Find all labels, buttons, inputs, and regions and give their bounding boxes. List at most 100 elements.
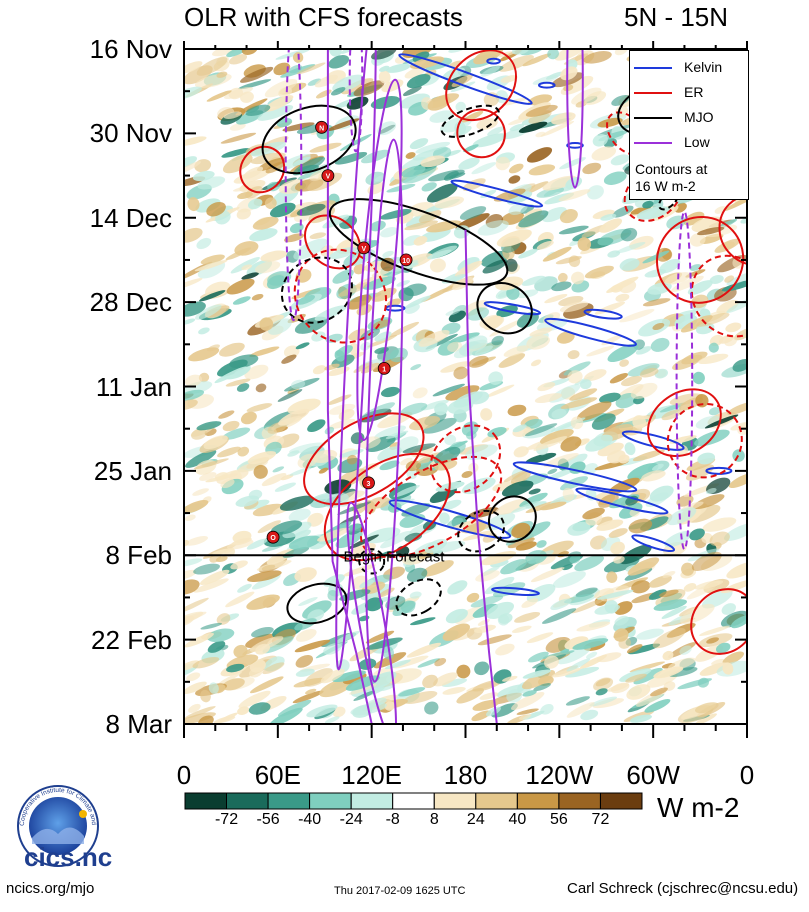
olr-anomaly-blob	[184, 558, 203, 567]
y-tick-label: 28 Dec	[89, 287, 172, 318]
olr-anomaly-blob	[446, 273, 466, 284]
olr-anomaly-blob	[334, 152, 368, 165]
olr-anomaly-blob	[721, 603, 736, 615]
olr-anomaly-blob	[438, 512, 450, 524]
olr-anomaly-blob	[364, 597, 384, 612]
olr-anomaly-blob	[347, 294, 372, 310]
olr-anomaly-blob	[288, 508, 311, 522]
olr-anomaly-blob	[248, 702, 271, 715]
olr-anomaly-blob	[633, 667, 663, 685]
olr-anomaly-blob	[522, 53, 552, 67]
olr-anomaly-blob	[367, 334, 398, 348]
olr-anomaly-blob	[557, 272, 568, 283]
olr-anomaly-blob	[561, 564, 573, 571]
olr-anomaly-blob	[653, 599, 688, 611]
olr-anomaly-blob	[526, 632, 554, 644]
low-track-line	[464, 229, 498, 724]
olr-anomaly-blob	[694, 580, 724, 590]
olr-anomaly-blob	[702, 517, 737, 532]
olr-anomaly-blob	[332, 706, 346, 718]
olr-anomaly-blob	[248, 489, 263, 500]
olr-anomaly-blob	[289, 442, 326, 454]
colorbar-tick-label: 56	[550, 811, 568, 828]
olr-anomaly-blob	[511, 522, 531, 539]
colorbar-swatch	[350, 792, 394, 810]
olr-anomaly-blob	[184, 579, 200, 595]
olr-anomaly-blob	[711, 658, 725, 665]
olr-anomaly-blob	[184, 660, 200, 671]
storm-marker: 3	[362, 476, 375, 490]
olr-anomaly-blob	[445, 309, 461, 316]
olr-anomaly-blob	[726, 561, 747, 579]
legend-label-mjo: MJO	[684, 109, 714, 125]
olr-anomaly-blob	[619, 359, 629, 367]
olr-anomaly-blob	[541, 207, 567, 223]
olr-anomaly-blob	[260, 250, 288, 262]
footer-timestamp: Thu 2017-02-09 1625 UTC	[334, 885, 466, 897]
olr-anomaly-blob	[247, 570, 282, 582]
olr-anomaly-blob	[599, 218, 623, 233]
olr-anomaly-blob	[726, 296, 747, 313]
olr-anomaly-blob	[232, 296, 251, 305]
olr-anomaly-blob	[225, 378, 251, 387]
olr-anomaly-blob	[609, 373, 628, 384]
olr-anomaly-blob	[524, 423, 558, 437]
olr-anomaly-blob	[519, 713, 532, 720]
olr-anomaly-blob	[627, 643, 661, 655]
olr-anomaly-blob	[428, 169, 465, 182]
olr-anomaly-blob	[328, 403, 356, 415]
olr-anomaly-blob	[594, 460, 629, 471]
olr-anomaly-blob	[444, 434, 457, 446]
olr-anomaly-blob	[571, 87, 602, 105]
olr-anomaly-blob	[720, 610, 747, 628]
olr-anomaly-blob	[223, 111, 242, 119]
olr-anomaly-blob	[571, 598, 605, 614]
olr-anomaly-blob	[246, 594, 280, 610]
olr-anomaly-blob	[225, 247, 252, 261]
olr-anomaly-blob	[535, 131, 546, 138]
olr-anomaly-blob	[346, 454, 358, 465]
olr-anomaly-blob	[508, 202, 528, 215]
olr-anomaly-blob	[269, 707, 303, 724]
olr-anomaly-blob	[636, 628, 664, 640]
olr-anomaly-blob	[293, 677, 325, 688]
mjo-contour	[328, 198, 509, 286]
low-track-line	[326, 49, 373, 724]
colorbar-swatch	[309, 792, 352, 810]
legend-swatch-low	[634, 142, 672, 144]
colorbar-swatch	[267, 792, 311, 810]
olr-anomaly-blob	[409, 416, 441, 431]
olr-anomaly-blob	[507, 537, 535, 549]
olr-anomaly-blob	[305, 688, 317, 695]
olr-anomaly-blob	[427, 249, 452, 259]
olr-anomaly-blob	[576, 401, 612, 421]
olr-anomaly-blob	[222, 678, 245, 691]
olr-anomaly-blob	[503, 345, 529, 357]
footer-url[interactable]: ncics.org/mjo	[6, 880, 95, 897]
olr-anomaly-blob	[642, 200, 654, 209]
olr-anomaly-blob	[445, 385, 480, 401]
olr-anomaly-blob	[236, 208, 251, 220]
storm-marker-symbol	[266, 530, 280, 544]
olr-anomaly-blob	[206, 90, 232, 102]
colorbar-tick-label: 40	[508, 811, 527, 828]
olr-anomaly-blob	[664, 530, 692, 548]
olr-anomaly-blob	[648, 589, 667, 600]
olr-anomaly-blob	[399, 93, 430, 109]
olr-anomaly-blob	[581, 224, 606, 238]
olr-anomaly-blob	[278, 86, 292, 98]
olr-anomaly-blob	[486, 601, 515, 619]
olr-anomaly-blob	[576, 621, 611, 632]
legend-item-er: ER	[634, 84, 744, 102]
olr-anomaly-blob	[630, 714, 652, 723]
olr-anomaly-blob	[539, 429, 574, 445]
olr-anomaly-blob	[376, 682, 396, 692]
olr-anomaly-blob	[550, 598, 572, 611]
olr-anomaly-blob	[724, 194, 747, 211]
olr-anomaly-blob	[312, 365, 327, 375]
olr-anomaly-blob	[449, 332, 480, 344]
colorbar-swatch	[226, 792, 269, 810]
olr-anomaly-blob	[295, 342, 310, 350]
olr-anomaly-blob	[409, 138, 429, 150]
olr-anomaly-blob	[613, 555, 625, 564]
